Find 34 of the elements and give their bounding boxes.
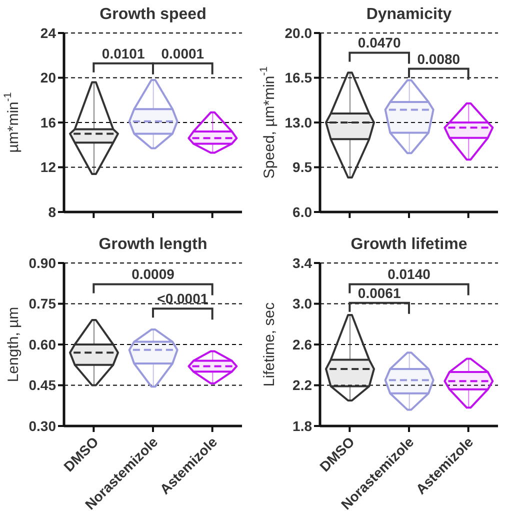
annotation: 0.0140 bbox=[388, 266, 431, 282]
annotation: <0.0001 bbox=[157, 290, 208, 307]
annotation: 0.0001 bbox=[161, 45, 204, 62]
annotation: 0.0080 bbox=[417, 50, 460, 67]
y-tick-label: 0.75 bbox=[28, 296, 56, 312]
chart-title: Growth length bbox=[98, 236, 208, 253]
annotation: 0.0061 bbox=[358, 284, 401, 301]
chart-title: Growth lifetime bbox=[350, 236, 468, 253]
annotation: 0.0470 bbox=[358, 34, 401, 51]
y-tick-label: 2.2 bbox=[292, 377, 312, 394]
y-tick-label: 12 bbox=[40, 159, 56, 176]
y-tick-label: 8 bbox=[48, 204, 56, 220]
y-tick-label: 13.0 bbox=[284, 114, 312, 130]
y-tick-label: 0.30 bbox=[28, 418, 56, 434]
y-tick-label: 0.90 bbox=[28, 254, 56, 271]
annotation: 0.0009 bbox=[132, 266, 175, 282]
y-axis-title: Lifetime, sec bbox=[260, 302, 278, 387]
y-tick-label: 3.0 bbox=[292, 296, 312, 312]
y-tick-label: 0.45 bbox=[28, 377, 56, 394]
y-tick-label: 24 bbox=[40, 24, 56, 41]
y-tick-label: 20.0 bbox=[284, 24, 312, 41]
y-tick-label: 20 bbox=[40, 70, 56, 86]
y-tick-label: 3.4 bbox=[292, 254, 312, 271]
chart-title: Growth speed bbox=[100, 6, 206, 23]
y-axis-title: Length, µm bbox=[4, 306, 22, 382]
annotation: 0.0101 bbox=[102, 45, 145, 62]
chart-title: Dynamicity bbox=[366, 6, 452, 23]
y-tick-label: 2.6 bbox=[292, 336, 312, 352]
y-tick-label: 6.0 bbox=[292, 204, 312, 220]
y-tick-label: 16 bbox=[40, 114, 56, 130]
y-tick-label: 9.5 bbox=[292, 159, 312, 176]
y-tick-label: 16.5 bbox=[284, 70, 312, 86]
y-tick-label: 1.8 bbox=[292, 418, 312, 434]
y-tick-label: 0.60 bbox=[28, 336, 56, 352]
